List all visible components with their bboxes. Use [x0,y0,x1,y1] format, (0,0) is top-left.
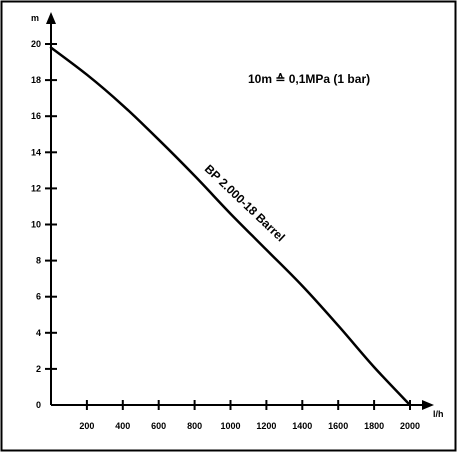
x-tick-label: 400 [115,421,130,431]
series-line-bp-2000-18-barrel [49,46,412,407]
x-tick-label: 1800 [364,421,384,431]
unit-conversion-note: 10m ≙ 0,1MPa (1 bar) [248,72,370,86]
x-tick-label: 1400 [292,421,312,431]
x-ticks: 200 400 600 800 1000 1200 1400 1600 1800 2000 [79,400,420,431]
x-axis-unit: l/h [433,409,444,419]
y-tick-label: 10 [31,220,41,230]
y-tick-label: 0 [36,400,41,410]
x-tick-label: 1600 [328,421,348,431]
x-tick-label: 1200 [256,421,276,431]
y-axis-unit: m [31,13,39,23]
y-tick-label: 16 [31,111,41,121]
x-tick-label: 1000 [220,421,240,431]
x-tick-label: 600 [151,421,166,431]
y-tick-label: 4 [36,328,41,338]
x-tick-label: 200 [79,421,94,431]
x-axis-arrow [422,400,434,410]
y-axis-arrow [46,12,56,24]
y-tick-label: 8 [36,256,41,266]
y-ticks: 0 2 4 6 8 10 12 14 16 18 20 [31,39,57,410]
x-tick-label: 2000 [400,421,420,431]
x-tick-label: 800 [187,421,202,431]
y-tick-label: 6 [36,292,41,302]
y-tick-label: 20 [31,39,41,49]
y-tick-label: 2 [36,364,41,374]
y-tick-label: 14 [31,147,41,157]
y-tick-label: 12 [31,183,41,193]
y-tick-label: 18 [31,75,41,85]
